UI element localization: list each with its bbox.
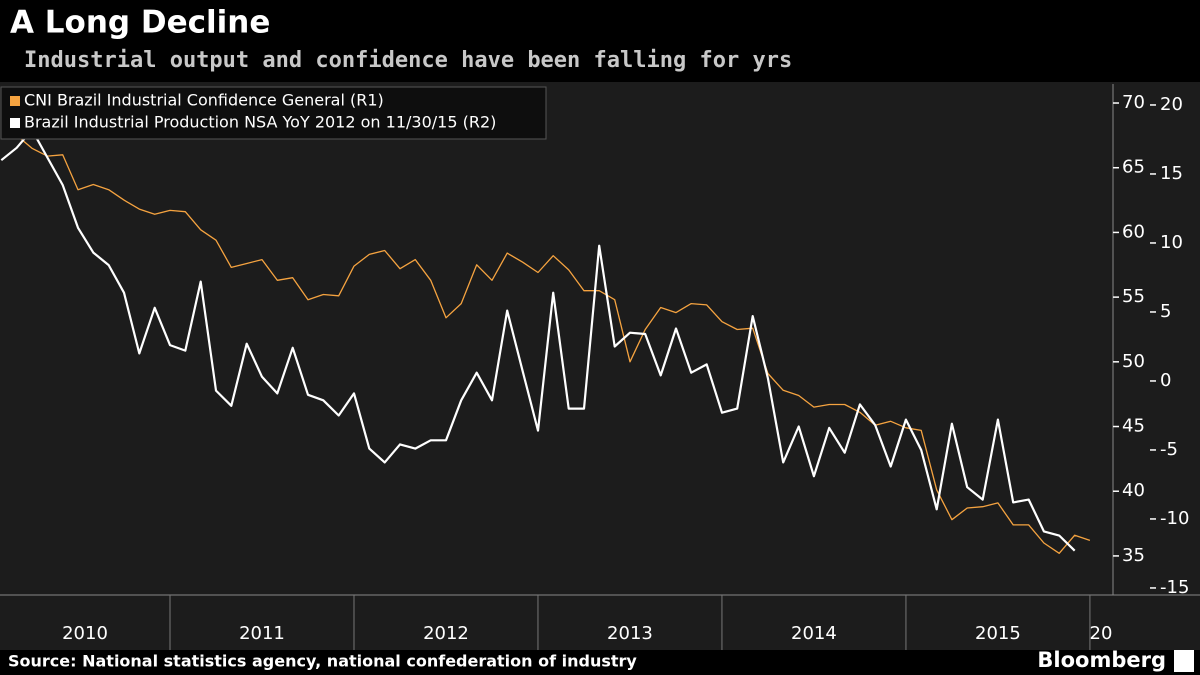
y-tick-label: -10 [1160, 508, 1189, 529]
x-tick-label: 2010 [62, 623, 108, 644]
y-tick-label: 55 [1122, 286, 1145, 307]
y-tick-label: 0 [1160, 370, 1171, 391]
x-tick-label: 2015 [975, 623, 1021, 644]
brand-icon [1174, 650, 1194, 672]
plot-background [0, 82, 1200, 650]
legend-box [0, 86, 547, 140]
series-line [0, 128, 1076, 552]
y-tick-label: -5 [1160, 439, 1178, 460]
chart-subtitle: Industrial output and confidence have be… [24, 48, 792, 73]
y-tick-label: 40 [1122, 480, 1145, 501]
y-tick-label: 20 [1160, 94, 1183, 115]
y-tick-label: 35 [1122, 545, 1145, 566]
y-tick-label: 10 [1160, 232, 1183, 253]
source-note: Source: National statistics agency, nati… [8, 652, 637, 671]
y-tick-label: 15 [1160, 163, 1183, 184]
x-tick-label: 2012 [423, 623, 469, 644]
y-tick-label: 65 [1122, 157, 1145, 178]
y-tick-label: 50 [1122, 351, 1145, 372]
legend: CNI Brazil Industrial Confidence General… [0, 86, 547, 140]
x-tick-label: 20 [1090, 623, 1113, 644]
legend-label: CNI Brazil Industrial Confidence General… [24, 91, 384, 110]
legend-label: Brazil Industrial Production NSA YoY 201… [24, 113, 496, 132]
chart-title: A Long Decline [10, 5, 270, 41]
legend-swatch [10, 96, 20, 106]
x-axis: 2010 2011 2012 2013 2014 2015 20 [62, 595, 1113, 650]
y-tick-label: 45 [1122, 416, 1145, 437]
x-tick-label: 2014 [791, 623, 837, 644]
y-tick-label: 5 [1160, 301, 1171, 322]
brand-logo: Bloomberg [1037, 648, 1166, 672]
y-axes: 35 40 45 50 55 60 65 70 -15 -10 -5 0 5 10 15 20 [1113, 92, 1189, 598]
x-tick-label: 2011 [239, 623, 285, 644]
y-tick-label: -15 [1160, 577, 1189, 598]
y-tick-label: 60 [1122, 221, 1145, 242]
series-line [0, 119, 1091, 554]
x-tick-label: 2013 [607, 623, 653, 644]
y-tick-label: 70 [1122, 92, 1145, 113]
legend-swatch [10, 118, 20, 128]
plot [0, 119, 1091, 554]
